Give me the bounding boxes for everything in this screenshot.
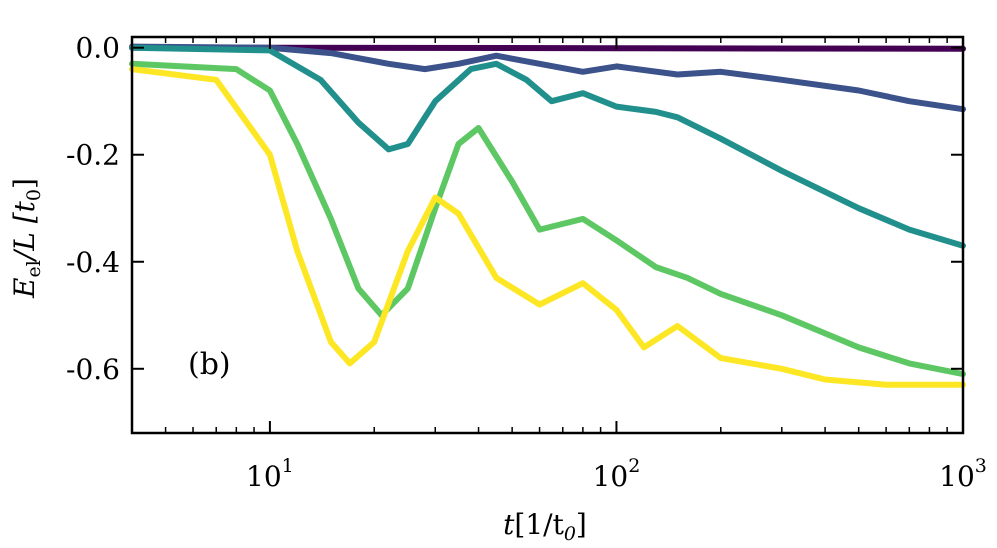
y-tick-label: 0.0: [75, 32, 120, 65]
y-tick-label: -0.4: [66, 246, 120, 279]
y-tick-label: -0.6: [66, 353, 120, 386]
y-axis-title-sub: el: [23, 260, 45, 277]
y-axis-title-close: ]: [8, 178, 41, 189]
x-axis-title-rest: [1/t: [514, 508, 564, 541]
y-tick-label: -0.2: [66, 139, 120, 172]
x-tick-label: 102: [593, 455, 641, 493]
series-2-line: [129, 43, 966, 113]
plot-frame: [130, 35, 965, 435]
x-tick-base: 10: [593, 460, 629, 493]
x-tick-base: 10: [939, 460, 975, 493]
x-tick-label: 103: [939, 455, 987, 493]
x-tick-exponent: 3: [975, 455, 987, 477]
panel-label: (b): [188, 347, 231, 382]
series-layer: [129, 43, 966, 388]
x-axis-title-main: t: [503, 508, 515, 541]
y-axis-title-main: E: [8, 278, 41, 299]
x-tick-base: 10: [246, 460, 282, 493]
series-4-line: [129, 60, 966, 378]
y-axis-title-sub2: 0: [23, 189, 45, 201]
x-tick-label: 101: [246, 455, 294, 493]
x-axis-title: t[1/t0]: [503, 508, 587, 545]
y-axis-title: Eel/L [t0]: [8, 178, 45, 299]
series-3-line: [129, 44, 966, 249]
x-tick-exponent: 1: [282, 455, 294, 477]
x-axis-title-sub: 0: [564, 523, 576, 545]
series-5-line: [129, 66, 966, 388]
x-tick-exponent: 2: [628, 455, 640, 477]
y-axis-title-rest: /L [t: [8, 200, 41, 263]
x-axis-title-close: ]: [576, 508, 587, 541]
